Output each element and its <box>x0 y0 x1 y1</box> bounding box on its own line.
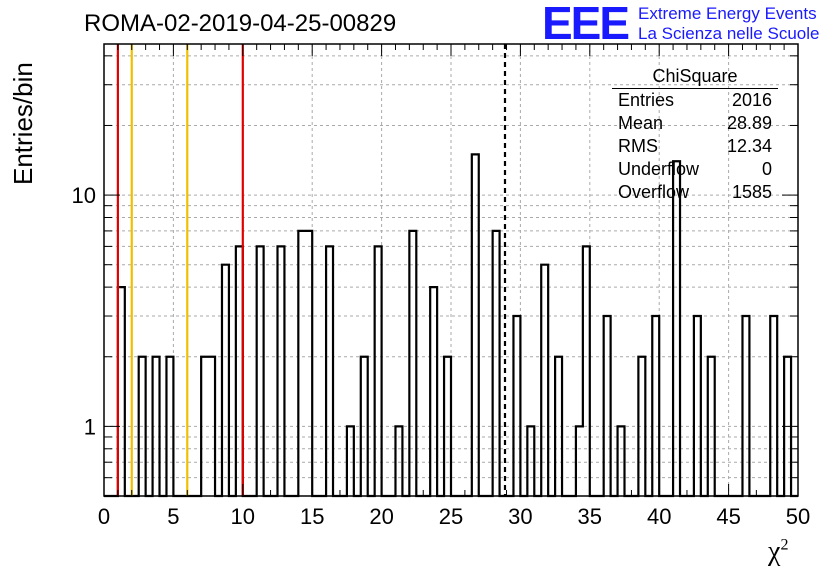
x-tick-label: 50 <box>786 504 810 529</box>
x-tick-label: 5 <box>167 504 179 529</box>
x-tick-label: 10 <box>231 504 255 529</box>
x-tick-label: 35 <box>578 504 602 529</box>
x-tick-label: 0 <box>98 504 110 529</box>
y-tick-label: 10 <box>72 183 96 208</box>
stats-box: ChiSquare Entries 2016 Mean 28.89 RMS 12.34… <box>612 66 778 204</box>
x-axis-label: χ2 <box>768 536 789 567</box>
x-tick-label: 45 <box>716 504 740 529</box>
y-axis-label: Entries/bin <box>8 62 38 185</box>
histogram-series <box>104 153 798 498</box>
stats-row-overflow: Overflow 1585 <box>618 182 772 202</box>
stats-row-rms: RMS 12.34 <box>618 136 772 156</box>
x-tick-label: 20 <box>369 504 393 529</box>
stats-row-entries: Entries 2016 <box>618 90 772 110</box>
stats-row-mean: Mean 28.89 <box>618 113 772 133</box>
stats-row-underflow: Underflow 0 <box>618 159 772 179</box>
x-tick-label: 40 <box>647 504 671 529</box>
chart-title: ROMA-02-2019-04-25-00829 <box>84 10 397 37</box>
eee-logo-mark: EEE <box>542 0 630 49</box>
x-tick-label: 30 <box>508 504 532 529</box>
stats-title: ChiSquare <box>612 66 778 89</box>
x-tick-label: 15 <box>300 504 324 529</box>
x-tick-label: 25 <box>439 504 463 529</box>
logo-line-1: Extreme Energy Events <box>638 4 817 23</box>
y-tick-label: 1 <box>84 414 96 439</box>
logo-line-2: La Scienza nelle Scuole <box>638 24 820 43</box>
